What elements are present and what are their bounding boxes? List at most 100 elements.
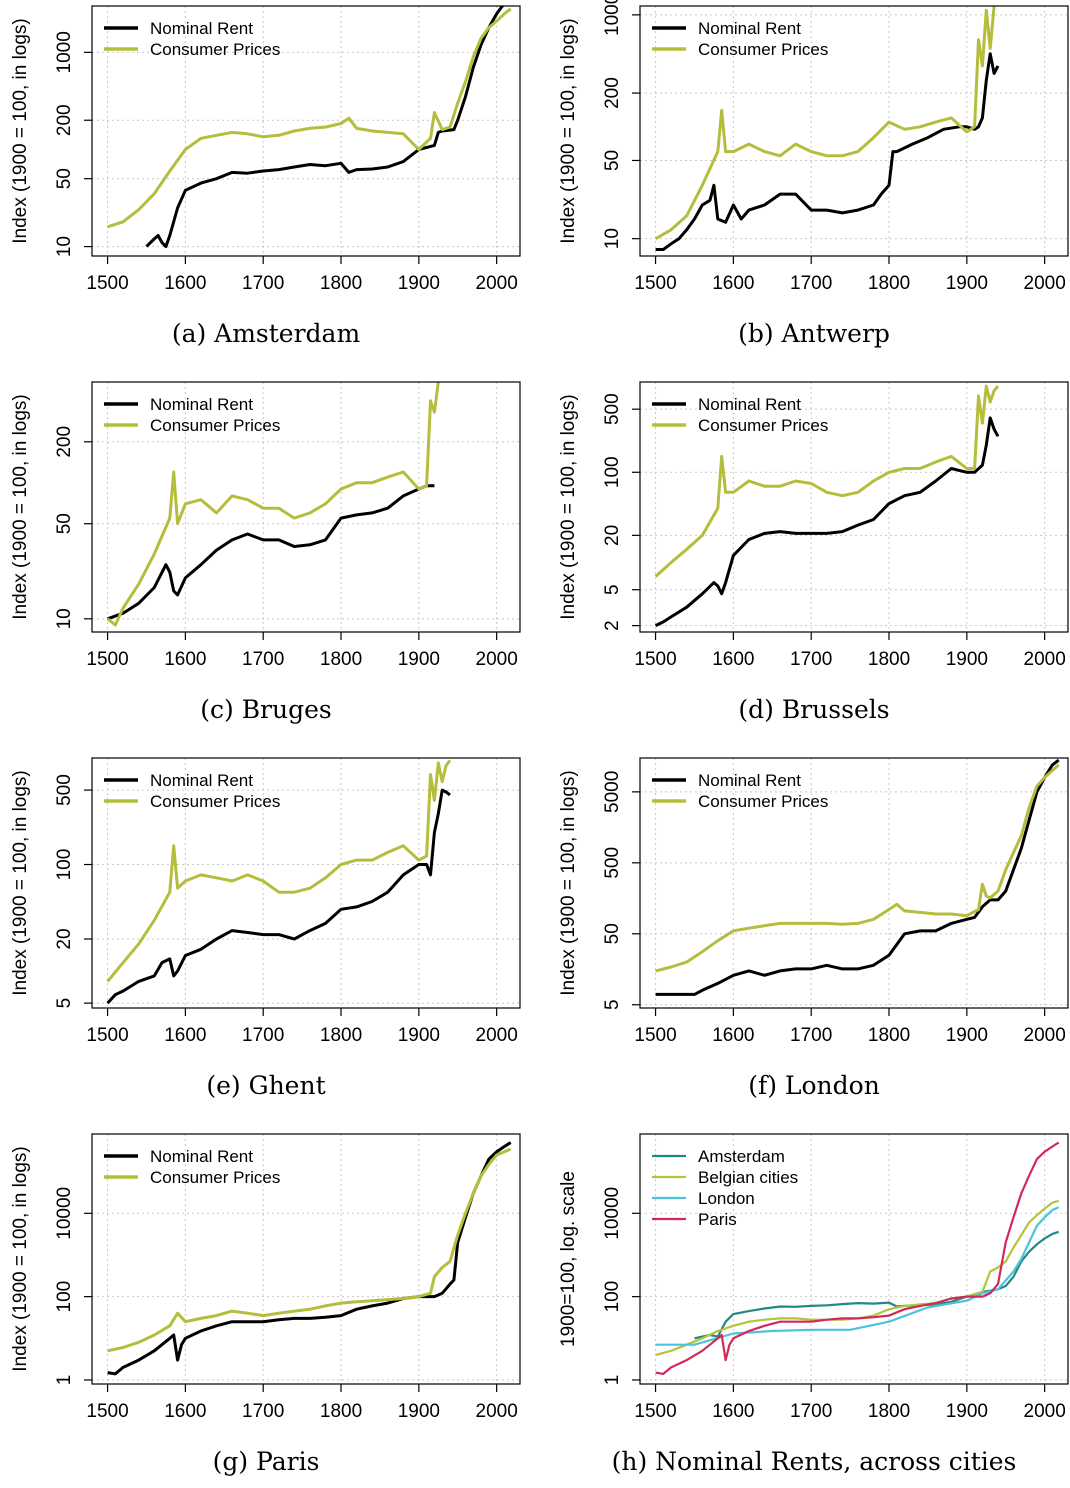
- series-line-0: [145, 6, 505, 249]
- series-line-0: [655, 758, 1060, 996]
- legend: Amsterdam Belgian cities London Paris: [652, 1147, 798, 1229]
- x-tick-label: 1600: [164, 649, 206, 670]
- series-line-0: [107, 1141, 512, 1376]
- x-tick-label: 1500: [634, 1401, 676, 1422]
- series-line-3: [655, 1141, 1060, 1376]
- series-line-0: [106, 788, 451, 1005]
- series-group: [106, 759, 452, 1005]
- series-line-1: [106, 759, 452, 983]
- x-tick-label: 1800: [320, 273, 362, 294]
- y-tick-label: 20: [54, 928, 75, 949]
- x-tick-label: 1500: [634, 273, 676, 294]
- series-line-0: [694, 1230, 1060, 1340]
- legend: Nominal Rent Consumer Prices: [104, 395, 280, 435]
- plot-frame: [639, 1133, 1069, 1385]
- legend-label: Nominal Rent: [698, 771, 801, 790]
- x-tick-label: 1800: [320, 1401, 362, 1422]
- y-tick-label: 500: [54, 774, 75, 806]
- y-tick-label: 200: [54, 426, 75, 458]
- series-line-1: [655, 1199, 1060, 1356]
- x-tick-label: 1600: [164, 1025, 206, 1046]
- x-tick-label: 1600: [712, 649, 754, 670]
- series-group: [655, 1141, 1060, 1376]
- x-tick-label: 1800: [868, 1401, 910, 1422]
- y-tick-label: 10000: [54, 1187, 75, 1240]
- legend-label: Consumer Prices: [150, 416, 280, 435]
- legend-label: Nominal Rent: [150, 19, 253, 38]
- legend-label: Nominal Rent: [698, 19, 801, 38]
- chart-caption: (f) London: [748, 1071, 880, 1100]
- chart-4: 1500 1600 1700 1800 1900 2000 5 20 100 500 Index (…: [10, 757, 521, 1100]
- y-tick-label: 2: [602, 620, 623, 631]
- legend-label: Paris: [698, 1210, 737, 1229]
- y-tick-label: 100: [54, 849, 75, 881]
- chart-2: 1500 1600 1700 1800 1900 2000 10 50 200 Index (19…: [10, 381, 521, 724]
- y-tick-label: 50: [602, 923, 623, 944]
- y-tick-label: 500: [602, 847, 623, 879]
- x-tick-label: 1600: [712, 273, 754, 294]
- legend: Nominal Rent Consumer Prices: [652, 395, 828, 435]
- x-tick-label: 1800: [320, 1025, 362, 1046]
- y-tick-label: 100: [54, 1281, 75, 1313]
- x-tick-label: 1900: [946, 649, 988, 670]
- x-tick-label: 2000: [476, 1401, 518, 1422]
- chart-1: 1500 1600 1700 1800 1900 2000 10 50 200 1000 Index…: [558, 0, 1069, 348]
- chart-caption: (b) Antwerp: [738, 319, 890, 348]
- y-axis-label: Index (1900 = 100, in logs): [558, 394, 579, 620]
- x-tick-label: 1800: [868, 1025, 910, 1046]
- chart-caption: (d) Brussels: [738, 695, 889, 724]
- chart-7: 1500 1600 1700 1800 1900 2000 1 100 10000 1900=10…: [558, 1133, 1069, 1476]
- y-axis-label: Index (1900 = 100, in logs): [10, 770, 31, 996]
- series-group: [107, 1141, 512, 1376]
- legend: Nominal Rent Consumer Prices: [652, 771, 828, 811]
- x-tick-label: 1700: [242, 649, 284, 670]
- series-group: [107, 6, 512, 249]
- y-tick-label: 200: [54, 104, 75, 136]
- x-tick-label: 2000: [1024, 649, 1066, 670]
- series-group: [654, 384, 1000, 627]
- plot-frame: [639, 381, 1069, 633]
- x-tick-label: 1900: [398, 1025, 440, 1046]
- legend-label: Consumer Prices: [698, 40, 828, 59]
- series-group: [654, 6, 1000, 251]
- series-line-1: [106, 382, 440, 627]
- x-tick-label: 1900: [398, 649, 440, 670]
- y-tick-label: 10000: [602, 1187, 623, 1240]
- legend-label: Nominal Rent: [150, 395, 253, 414]
- series-line-0: [654, 416, 1000, 627]
- series-group: [106, 382, 440, 627]
- x-tick-label: 1700: [790, 273, 832, 294]
- legend-label: Consumer Prices: [150, 792, 280, 811]
- x-tick-label: 1900: [946, 1401, 988, 1422]
- y-tick-label: 50: [54, 513, 75, 534]
- x-tick-label: 1900: [398, 273, 440, 294]
- y-tick-label: 200: [602, 77, 623, 109]
- x-tick-label: 1500: [634, 649, 676, 670]
- x-tick-label: 1700: [242, 1401, 284, 1422]
- legend-label: Consumer Prices: [698, 416, 828, 435]
- gridlines: [640, 758, 1068, 1008]
- y-axis-label: Index (1900 = 100, in logs): [10, 18, 31, 244]
- chart-caption: (c) Bruges: [200, 695, 332, 724]
- x-tick-label: 2000: [476, 1025, 518, 1046]
- plot-frame: [91, 381, 521, 633]
- x-tick-label: 2000: [476, 649, 518, 670]
- chart-caption: (e) Ghent: [206, 1071, 325, 1100]
- y-tick-label: 5: [602, 584, 623, 595]
- series-line-0: [107, 484, 435, 621]
- x-tick-label: 1700: [242, 1025, 284, 1046]
- x-tick-label: 1900: [946, 273, 988, 294]
- legend-label: Nominal Rent: [150, 1147, 253, 1166]
- chart-caption: (g) Paris: [213, 1447, 320, 1476]
- x-tick-label: 1500: [86, 1401, 128, 1422]
- legend-label: Nominal Rent: [150, 771, 253, 790]
- gridlines: [92, 6, 520, 256]
- y-tick-label: 1000: [602, 0, 623, 36]
- x-tick-label: 2000: [476, 273, 518, 294]
- plot-frame: [91, 757, 521, 1009]
- legend-label: Consumer Prices: [698, 792, 828, 811]
- legend-label: Consumer Prices: [150, 1168, 280, 1187]
- chart-3: 1500 1600 1700 1800 1900 2000 2 5 20 100 500 Index …: [558, 381, 1069, 724]
- series-line-0: [655, 52, 1000, 251]
- x-tick-label: 1600: [712, 1401, 754, 1422]
